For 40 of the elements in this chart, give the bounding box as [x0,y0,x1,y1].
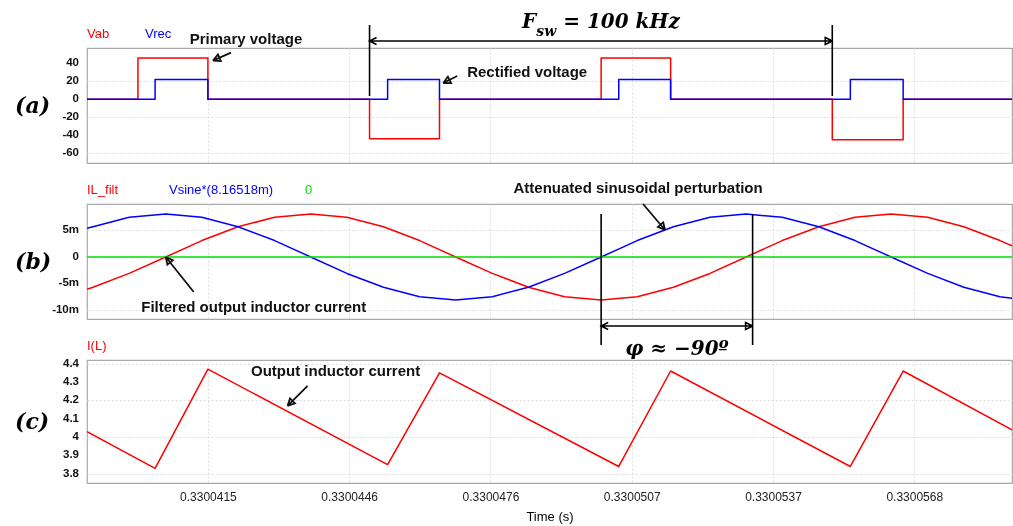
y-tick-label: 4.1 [63,411,80,424]
annotation: Rectified voltage [467,63,588,81]
y-tick-label: -40 [62,128,79,141]
y-tick-label: 4.3 [63,375,79,388]
y-tick-label: -5m [58,276,79,289]
text: Vab [87,26,110,41]
text: I(L) [87,338,107,353]
annotation: Output inductor current [250,361,421,379]
y-tick-label: -10m [52,302,79,315]
text: φ ≈ −90º [625,336,729,360]
x-tick-label: 0.3300446 [321,489,379,504]
text: (b) [15,247,52,274]
x-tick-label: 0.3300507 [603,489,661,504]
y-tick-label: -60 [62,146,79,159]
x-tick-label: 0.3300568 [886,489,944,504]
text: IL_filt [87,182,119,197]
y-tick-label: 20 [66,74,79,87]
x-tick-label: 0.3300537 [745,489,803,504]
text: (c) [15,407,50,434]
x-tick-label: 0.3300476 [462,489,520,504]
y-tick-label: 40 [66,56,79,69]
y-tick-label: 5m [62,223,79,236]
annotation: Primary voltage [189,29,303,47]
text: (a) [15,91,51,118]
annotation: Attenuated sinusoidal perturbation [513,178,763,196]
y-tick-label: -20 [62,110,79,123]
text: F$_{sw}$ = 100 kHz [521,9,681,39]
text: 0 [305,182,313,197]
x-axis-title: Time (s) [526,508,574,524]
y-tick-label: 4 [72,430,80,443]
y-tick-label: 3.9 [63,448,79,461]
y-tick-label: 4.4 [63,356,80,369]
annotation: Filtered output inductor current [141,298,367,315]
text: Vrec [145,26,172,41]
x-tick-label: 0.3300415 [180,489,238,504]
y-tick-label: 0 [72,92,79,105]
y-tick-label: 3.8 [63,466,80,479]
y-tick-label: 0 [72,250,79,262]
series-label: Vsine*(8.16518m) [169,182,274,197]
y-tick-label: 4.2 [63,393,79,406]
